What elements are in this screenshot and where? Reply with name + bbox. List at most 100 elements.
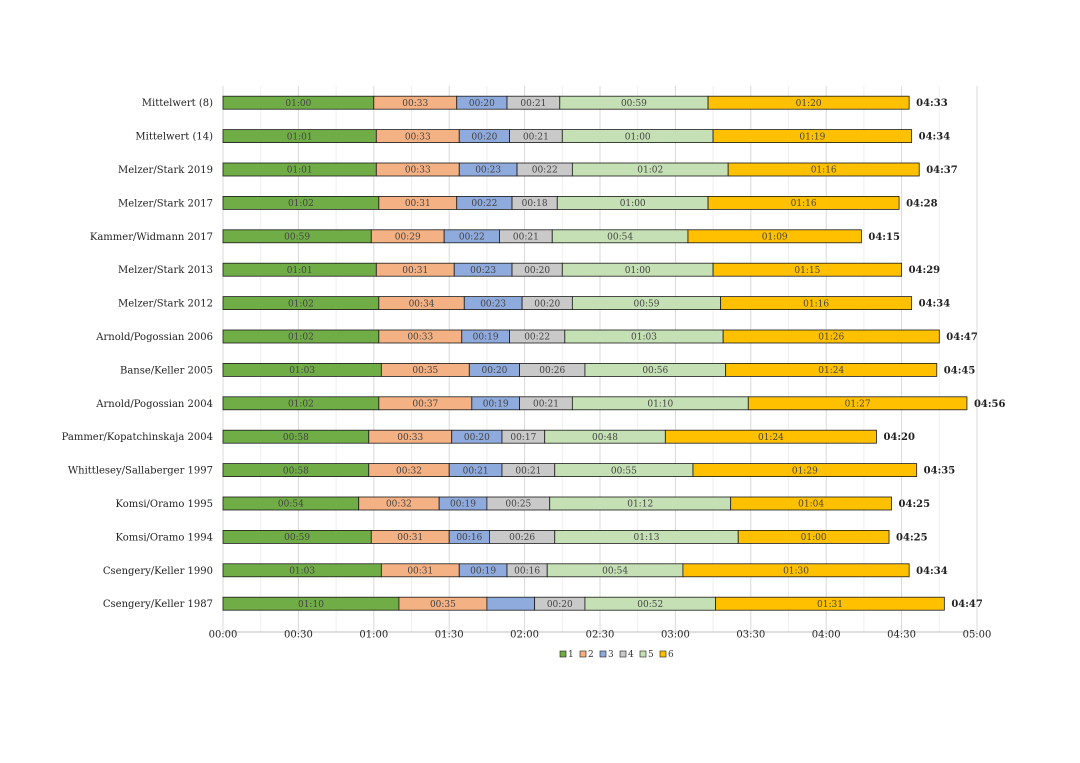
segment-data-label: 00:56 — [642, 366, 668, 376]
bar-segment-6 — [712, 129, 913, 144]
bars — [222, 95, 968, 611]
segment-data-label: 00:35 — [430, 600, 456, 610]
segment-data-label: 00:33 — [407, 333, 433, 343]
category-label: Komsi/Oramo 1994 — [116, 532, 213, 543]
x-tick-label: 00:00 — [209, 630, 238, 641]
segment-data-label: 00:22 — [459, 233, 485, 243]
total-label: 04:47 — [946, 332, 978, 343]
bar-segment-6 — [727, 162, 920, 177]
segment-data-label: 00:19 — [450, 500, 476, 510]
bar-segment-6 — [725, 362, 938, 377]
segment-data-label: 01:16 — [811, 166, 837, 176]
segment-data-label: 01:00 — [625, 132, 651, 142]
x-tick-label: 04:30 — [887, 630, 916, 641]
x-tick-label: 00:30 — [284, 630, 313, 641]
x-tick-label: 05:00 — [963, 630, 992, 641]
segment-data-label: 01:00 — [625, 266, 651, 276]
total-label: 04:34 — [919, 299, 951, 310]
x-tick-label: 03:00 — [661, 630, 690, 641]
segment-data-label: 01:30 — [783, 567, 809, 577]
segment-data-label: 01:10 — [647, 400, 673, 410]
bar-segment-6 — [715, 596, 945, 611]
segment-data-label: 01:20 — [796, 99, 822, 109]
bar-segment-6 — [712, 262, 902, 277]
bar-segment-6 — [682, 563, 910, 578]
legend-swatch-5 — [639, 650, 647, 658]
segment-data-label: 00:59 — [284, 533, 310, 543]
segment-data-label: 01:26 — [818, 333, 844, 343]
total-label: 04:34 — [916, 566, 948, 577]
legend-swatch-6 — [659, 650, 667, 658]
segment-data-label: 00:54 — [607, 233, 633, 243]
segment-data-label: 01:03 — [631, 333, 657, 343]
segment-data-label: 00:29 — [395, 233, 421, 243]
bar-segment-6 — [747, 396, 968, 411]
legend-label: 6 — [668, 650, 674, 660]
segment-data-label: 01:31 — [817, 600, 843, 610]
x-tick-label: 01:30 — [435, 630, 464, 641]
segment-data-label: 01:27 — [845, 400, 871, 410]
legend: 1 2 3 4 5 6 — [559, 650, 674, 660]
segment-data-label: 01:02 — [288, 199, 314, 209]
segment-data-label: 01:03 — [289, 567, 315, 577]
legend-label: 2 — [588, 650, 594, 660]
segment-data-label: 01:00 — [620, 199, 646, 209]
bar-segment-6 — [687, 229, 862, 244]
category-label: Kammer/Widmann 2017 — [90, 232, 213, 243]
segment-data-label: 00:31 — [402, 266, 428, 276]
segment-data-label: 00:19 — [473, 333, 499, 343]
bar-segment-6 — [737, 530, 890, 544]
segment-data-label: 00:18 — [522, 199, 548, 209]
bar-segment-6 — [730, 496, 892, 511]
segment-data-label: 00:20 — [481, 366, 507, 376]
segment-data-label: 01:24 — [758, 433, 784, 443]
segment-data-label: 00:20 — [469, 99, 495, 109]
category-label: Arnold/Pogossian 2004 — [95, 399, 213, 410]
segment-data-label: 00:54 — [278, 500, 304, 510]
bar-segment-6 — [664, 429, 877, 444]
segment-data-label: 00:19 — [483, 400, 509, 410]
segment-data-label: 00:21 — [523, 132, 549, 142]
total-label: 04:20 — [883, 432, 915, 443]
legend-label: 3 — [608, 650, 614, 660]
segment-data-label: 00:33 — [402, 99, 428, 109]
segment-data-label: 01:02 — [637, 166, 663, 176]
segment-data-label: 01:03 — [289, 366, 315, 376]
bar-segment-6 — [707, 195, 900, 210]
segment-data-label: 00:33 — [405, 166, 431, 176]
segment-data-label: 01:01 — [287, 166, 313, 176]
total-label: 04:35 — [924, 466, 956, 477]
segment-data-label: 00:20 — [464, 433, 490, 443]
segment-data-label: 01:04 — [798, 500, 824, 510]
bar-segment-6 — [720, 296, 913, 311]
legend-swatch-1 — [559, 650, 567, 658]
category-label: Mittelwert (8) — [142, 98, 213, 109]
total-label: 04:33 — [916, 98, 948, 109]
segment-data-label: 00:31 — [407, 567, 433, 577]
legend-swatch-4 — [619, 650, 627, 658]
segment-data-label: 00:54 — [602, 567, 628, 577]
total-label: 04:37 — [926, 165, 958, 176]
segment-data-label: 01:09 — [762, 233, 788, 243]
segment-data-label: 00:25 — [505, 500, 531, 510]
bar-segment-6 — [722, 329, 940, 344]
segment-data-label: 00:58 — [283, 433, 309, 443]
segment-data-label: 00:33 — [397, 433, 423, 443]
total-label: 04:29 — [909, 265, 941, 276]
segment-data-label: 00:34 — [409, 299, 435, 309]
segment-data-label: 00:21 — [533, 400, 559, 410]
legend-swatch-2 — [579, 650, 587, 658]
segment-data-label: 01:02 — [288, 299, 314, 309]
segment-data-label: 00:20 — [524, 266, 550, 276]
segment-data-label: 00:20 — [547, 600, 573, 610]
total-label: 04:15 — [868, 232, 900, 243]
x-tick-label: 02:00 — [510, 630, 539, 641]
segment-data-label: 00:26 — [539, 366, 565, 376]
category-label: Whittlesey/Sallaberger 1997 — [68, 466, 213, 477]
total-label: 04:25 — [896, 532, 928, 543]
segment-data-label: 00:22 — [532, 166, 558, 176]
bar-segment-3 — [486, 596, 536, 611]
segment-data-label: 00:20 — [534, 299, 560, 309]
total-label: 04:47 — [951, 599, 983, 610]
segment-data-label: 00:23 — [480, 299, 506, 309]
